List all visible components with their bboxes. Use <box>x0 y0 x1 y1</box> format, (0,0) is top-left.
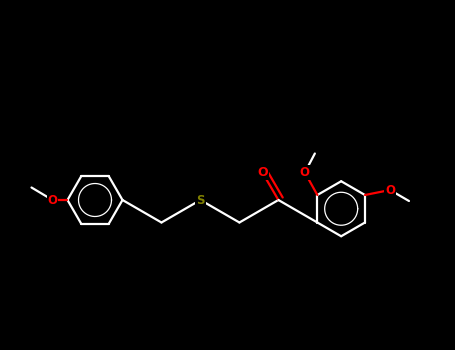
Text: S: S <box>196 194 205 206</box>
Text: O: O <box>300 166 310 179</box>
Text: O: O <box>385 183 395 196</box>
Text: O: O <box>47 194 57 206</box>
Text: O: O <box>257 166 268 179</box>
